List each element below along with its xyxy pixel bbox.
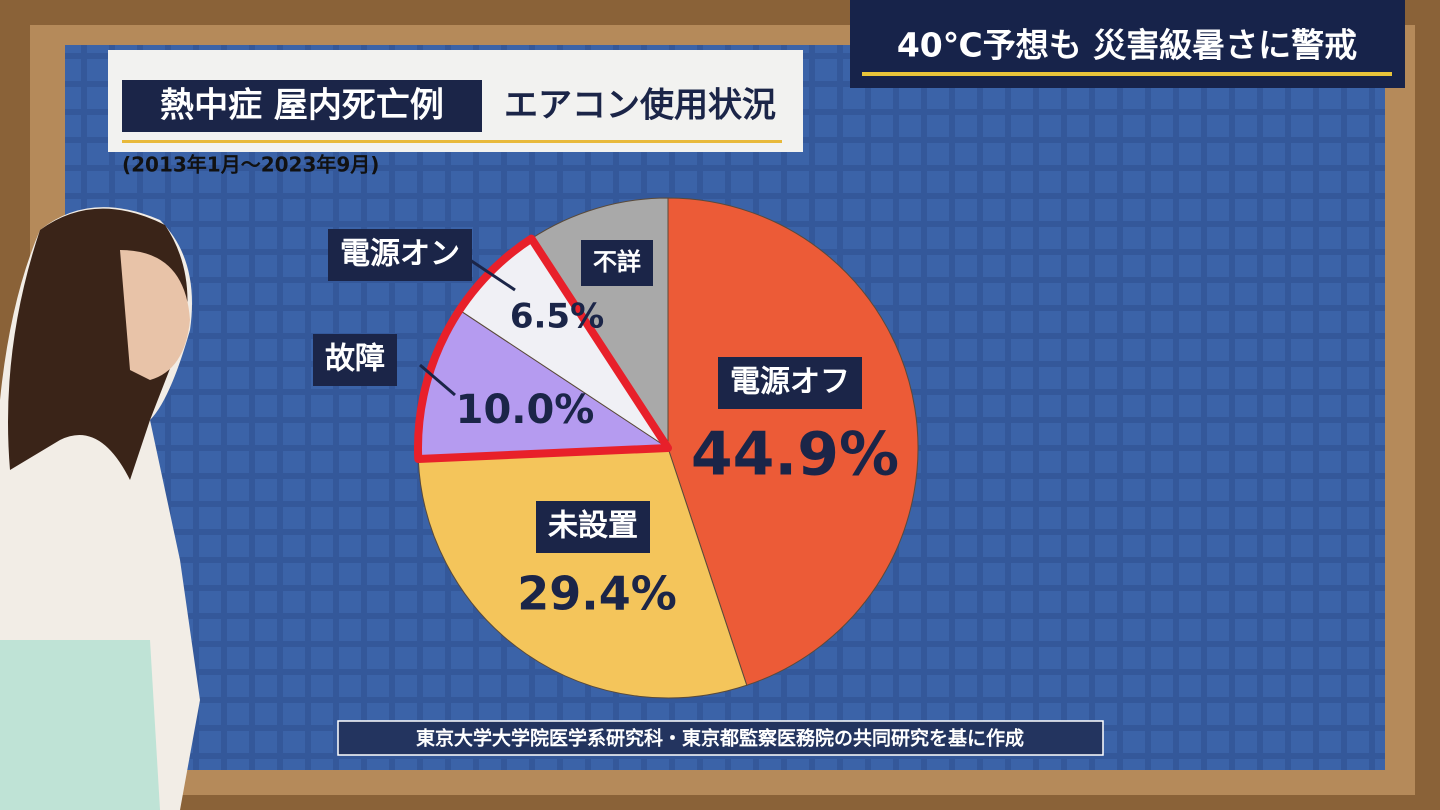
value-label: 29.4% [517,567,677,621]
chart-title: 熱中症 屋内死亡例 [160,86,444,126]
category-label: 未設置 [548,509,638,544]
leader-line [469,258,516,292]
category-label: 不詳 [593,248,641,276]
category-box [313,334,397,386]
source-note: 東京大学大学院医学系研究科・東京都監察医務院の共同研究を基に作成 [416,727,1024,750]
presenter [0,207,200,810]
value-label: 44.9% [691,420,899,490]
leader-line [419,363,456,397]
title-underline [122,140,782,143]
category-box [328,229,472,281]
title-box [122,80,482,132]
highlight-outline [414,234,672,463]
headline: 40℃予想も 災害級暑さに警戒 [897,26,1357,65]
category-box [536,501,650,553]
category-label: 故障 [325,342,385,377]
category-box [581,240,653,286]
category-box [718,357,862,409]
source-box [337,720,1104,756]
chart-subtitle: エアコン使用状況 [504,86,776,126]
headline-underline [862,72,1392,76]
category-label: 電源オフ [730,365,850,400]
category-label: 電源オン [340,237,460,272]
value-label: 10.0% [456,387,595,433]
pie-chart: 電源オフ 44.9% 未設置 29.4% 故障 10.0% 電源オン 6.5% 不詳 [313,197,919,699]
period: (2013年1月～2023年9月) [122,153,379,177]
pie-slice [667,197,919,686]
value-label: 6.5% [510,297,604,337]
pie-slice [417,447,748,699]
